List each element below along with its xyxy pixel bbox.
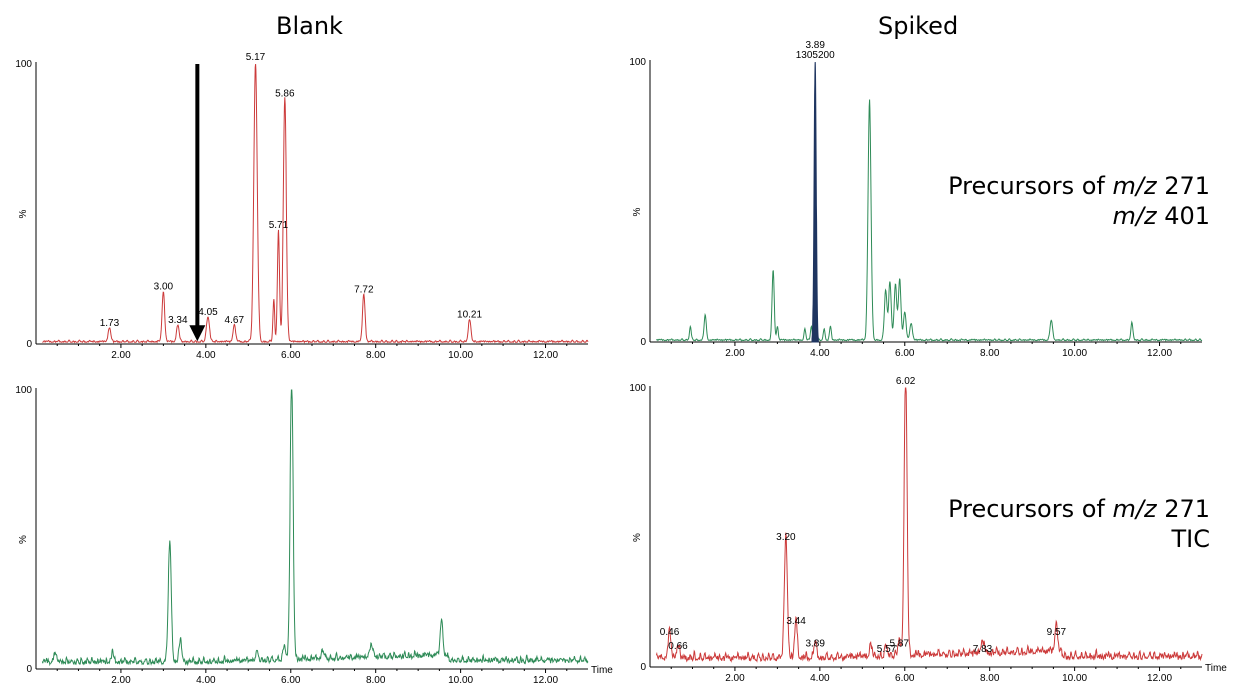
blank-401-x-tick-label: 12.00: [533, 350, 558, 361]
spiked-401-x-tick-label: 4.00: [810, 348, 830, 359]
blank-401-peak-label: 7.72: [354, 284, 374, 295]
spiked-tic-trace: [655, 387, 1203, 663]
blank-401-y-zero-label: 0: [26, 339, 32, 350]
blank-401-peak-label: 3.00: [154, 282, 174, 293]
blank-401-peak-label: 10.21: [457, 310, 482, 321]
spiked-401-y-axis-label: %: [632, 207, 643, 216]
spiked-401-x-tick-label: 10.00: [1062, 348, 1087, 359]
blank-tic-x-axis-label: Time: [591, 665, 613, 676]
spiked-tic-peak-label: 7.83: [973, 644, 993, 655]
spiked-tic-x-axis-label: Time: [1205, 663, 1227, 674]
blank-tic-x-tick-label: 2.00: [111, 675, 131, 686]
blank-tic-x-tick-label: 12.00: [533, 675, 558, 686]
blank-tic-y-axis-label: %: [18, 535, 29, 544]
blank-401-peak-label: 4.05: [198, 307, 218, 318]
lower-legend-line2: TIC: [1171, 525, 1211, 553]
spiked-tic-x-tick-label: 6.00: [895, 673, 915, 684]
spiked-tic-peak-label: 3.89: [805, 638, 825, 649]
upper-legend-line2: m/z 401: [1112, 202, 1211, 230]
blank-401-x-tick-label: 4.00: [196, 350, 216, 361]
blank-tic-x-tick-label: 4.00: [196, 675, 216, 686]
spiked-401-peak-label: 3.89: [805, 40, 825, 51]
blank-tic-y-zero-label: 0: [26, 664, 32, 675]
spiked-401-x-tick-label: 2.00: [725, 348, 745, 359]
blank-tic-x-tick-label: 6.00: [281, 675, 301, 686]
spiked-401-x-tick-label: 8.00: [980, 348, 1000, 359]
spiked-401-highlighted-peak: [811, 61, 819, 343]
spiked-tic-x-tick-label: 12.00: [1147, 673, 1172, 684]
spiked-tic-y-top-label: 100: [629, 383, 646, 394]
spiked-tic-peak-label: 9.57: [1047, 627, 1067, 638]
blank-tic-x-tick-label: 8.00: [366, 675, 386, 686]
blank-401-x-tick-label: 2.00: [111, 350, 131, 361]
blank-tic-y-top-label: 100: [15, 385, 32, 396]
blank-401-y-top-label: 100: [15, 59, 32, 70]
blank-401-y-axis-label: %: [18, 209, 29, 218]
blank-401-peak-label: 3.34: [168, 315, 188, 326]
blank-tic-trace: [41, 389, 589, 667]
spiked-tic-x-tick-label: 10.00: [1062, 673, 1087, 684]
upper-legend-line1: Precursors of m/z 271: [948, 172, 1210, 200]
spiked-401-x-tick-label: 12.00: [1147, 348, 1172, 359]
spiked-tic-peak-label: 5.87: [890, 638, 910, 649]
spiked-tic-y-axis-label: %: [632, 533, 643, 542]
spiked-401-y-zero-label: 0: [640, 337, 646, 348]
spiked-column-title: Spiked: [878, 12, 959, 40]
spiked-401-x-tick-label: 6.00: [895, 348, 915, 359]
spiked-tic-peak-label: 0.46: [660, 627, 680, 638]
spiked-tic-x-tick-label: 8.00: [980, 673, 1000, 684]
blank-401-x-tick-label: 6.00: [281, 350, 301, 361]
lower-trace-legend: Precursors of m/z 271 TIC: [948, 494, 1210, 554]
spiked-tic-peak-label: 3.20: [776, 532, 796, 543]
spiked-tic-x-tick-label: 4.00: [810, 673, 830, 684]
spiked-401-peak-area-label: 1305200: [796, 50, 835, 61]
spiked-tic-peak-label: 3.44: [786, 616, 806, 627]
indicator-arrow-head: [189, 325, 206, 342]
blank-401-peak-label: 1.73: [100, 318, 120, 329]
upper-trace-legend: Precursors of m/z 271 m/z 401: [948, 171, 1210, 231]
spiked-tic-x-tick-label: 2.00: [725, 673, 745, 684]
blank-401-x-tick-label: 10.00: [448, 350, 473, 361]
blank-tic-x-tick-label: 10.00: [448, 675, 473, 686]
spiked-tic-peak-label: 0.66: [668, 641, 688, 652]
spiked-tic-y-zero-label: 0: [640, 662, 646, 673]
blank-401-peak-label: 5.86: [275, 88, 295, 99]
spiked-401-trace: [656, 99, 1203, 342]
spiked-tic-peak-label: 5.57: [877, 644, 897, 655]
spiked-401-y-top-label: 100: [629, 57, 646, 68]
blank-401-trace: [42, 63, 589, 344]
blank-column-title: Blank: [276, 12, 343, 40]
spiked-tic-peak-label: 6.02: [896, 376, 916, 387]
blank-401-peak-label: 5.71: [269, 220, 289, 231]
blank-401-peak-label: 4.67: [225, 315, 245, 326]
blank-401-peak-label: 5.17: [246, 52, 266, 63]
blank-401-x-tick-label: 8.00: [366, 350, 386, 361]
lower-legend-line1: Precursors of m/z 271: [948, 495, 1210, 523]
